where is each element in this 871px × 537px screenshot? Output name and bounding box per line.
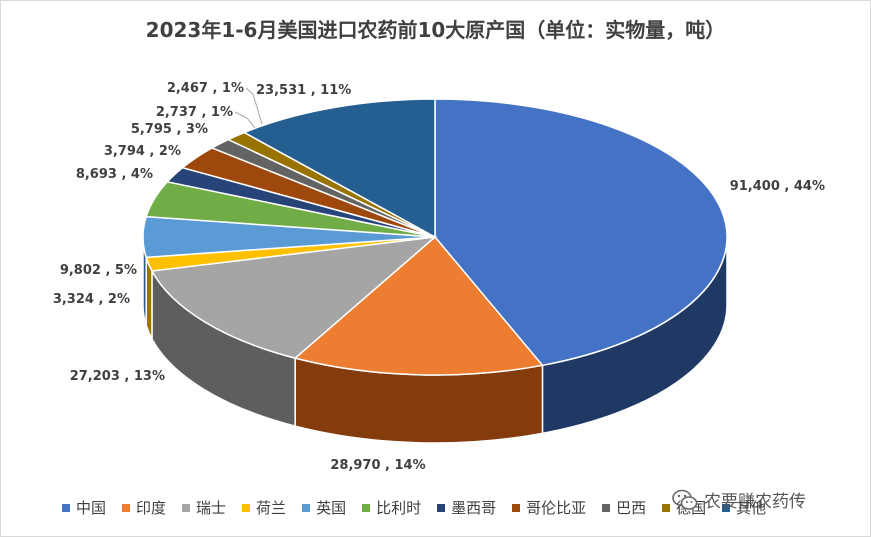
legend-label: 荷兰 bbox=[256, 499, 287, 517]
data-label-3: 3,324 , 2% bbox=[53, 292, 130, 307]
watermark-text: 农要赚农药传 bbox=[704, 492, 806, 512]
legend-item-0: 中国 bbox=[62, 497, 106, 518]
legend-item-2: 瑞士 bbox=[182, 497, 226, 518]
legend-item-5: 比利时 bbox=[362, 497, 421, 518]
data-label-9: 2,467 , 1% bbox=[167, 81, 244, 96]
pie-slice-1 bbox=[293, 235, 544, 376]
legend-item-10: 其他 bbox=[722, 497, 766, 518]
pie-slice-2 bbox=[150, 235, 438, 359]
data-label-5: 8,693 , 4% bbox=[76, 167, 153, 182]
legend-label: 墨西哥 bbox=[451, 499, 497, 517]
wechat-icon bbox=[672, 489, 698, 510]
legend-label: 比利时 bbox=[376, 499, 422, 517]
legend-swatch bbox=[722, 503, 731, 512]
legend-item-4: 英国 bbox=[302, 497, 346, 518]
legend-swatch bbox=[302, 503, 311, 512]
data-label-0: 91,400 , 44% bbox=[730, 179, 825, 194]
legend-swatch bbox=[242, 503, 251, 512]
legend-swatch bbox=[662, 503, 671, 512]
legend-item-8: 巴西 bbox=[602, 497, 646, 518]
data-label-2: 27,203 , 13% bbox=[70, 369, 165, 384]
legend-label: 中国 bbox=[76, 499, 107, 517]
data-label-7: 5,795 , 3% bbox=[131, 122, 208, 137]
data-label-4: 9,802 , 5% bbox=[60, 263, 137, 278]
legend-item-3: 荷兰 bbox=[242, 497, 286, 518]
legend-swatch bbox=[437, 503, 446, 512]
legend-item-1: 印度 bbox=[122, 497, 166, 518]
watermark: 农要赚农药传 bbox=[672, 487, 806, 512]
chart-title: 2023年1-6月美国进口农药前10大原产国（单位：实物量，吨） bbox=[145, 18, 726, 42]
legend-swatch bbox=[62, 503, 70, 512]
legend-label: 印度 bbox=[136, 499, 167, 517]
leader-line-9 bbox=[245, 87, 263, 125]
data-label-8: 2,737 , 1% bbox=[156, 105, 233, 120]
legend-label: 其他 bbox=[736, 499, 767, 517]
legend-label: 瑞士 bbox=[196, 499, 227, 517]
legend-swatch bbox=[122, 503, 131, 512]
legend-swatch bbox=[182, 503, 191, 512]
pie-slice-10 bbox=[242, 98, 436, 239]
legend-label: 巴西 bbox=[616, 499, 647, 517]
legend-swatch bbox=[602, 503, 611, 512]
legend-label: 哥伦比亚 bbox=[526, 499, 587, 517]
data-label-10: 23,531 , 11% bbox=[256, 83, 351, 98]
legend-label: 英国 bbox=[316, 499, 347, 517]
legend-swatch bbox=[512, 503, 521, 512]
data-label-6: 3,794 , 2% bbox=[104, 144, 181, 159]
legend-item-6: 墨西哥 bbox=[437, 497, 496, 518]
leader-line-8 bbox=[234, 111, 256, 129]
legend-item-7: 哥伦比亚 bbox=[512, 497, 586, 518]
legend-swatch bbox=[362, 503, 371, 512]
data-label-1: 28,970 , 14% bbox=[330, 458, 425, 473]
pie-slice-0 bbox=[434, 98, 728, 367]
